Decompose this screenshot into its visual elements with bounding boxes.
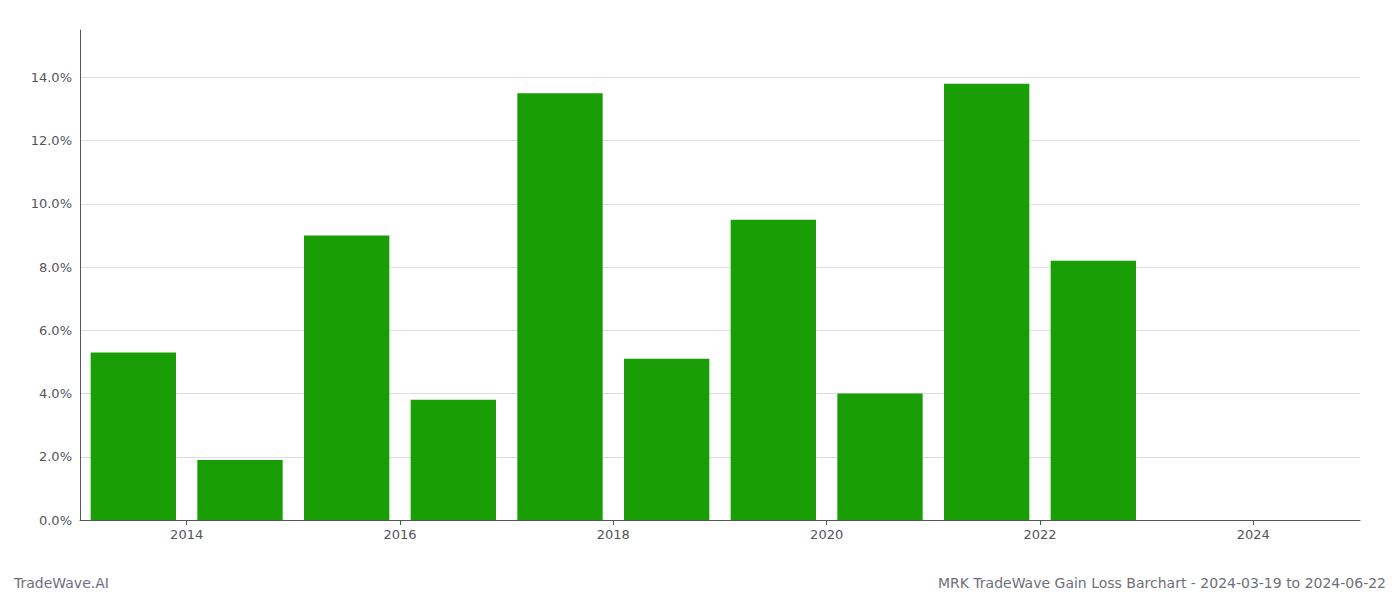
svg-text:0.0%: 0.0% [39, 513, 72, 528]
svg-text:2024: 2024 [1237, 527, 1270, 542]
svg-text:MRK TradeWave Gain Loss Barcha: MRK TradeWave Gain Loss Barchart - 2024-… [938, 575, 1386, 591]
svg-text:2020: 2020 [810, 527, 843, 542]
svg-text:12.0%: 12.0% [31, 133, 72, 148]
svg-text:8.0%: 8.0% [39, 260, 72, 275]
svg-text:14.0%: 14.0% [31, 70, 72, 85]
svg-text:6.0%: 6.0% [39, 323, 72, 338]
svg-text:2.0%: 2.0% [39, 449, 72, 464]
svg-text:TradeWave.AI: TradeWave.AI [13, 575, 109, 591]
svg-text:4.0%: 4.0% [39, 386, 72, 401]
svg-text:10.0%: 10.0% [31, 196, 72, 211]
svg-text:2022: 2022 [1023, 527, 1056, 542]
svg-text:2018: 2018 [597, 527, 630, 542]
svg-text:2014: 2014 [170, 527, 203, 542]
svg-text:2016: 2016 [383, 527, 416, 542]
